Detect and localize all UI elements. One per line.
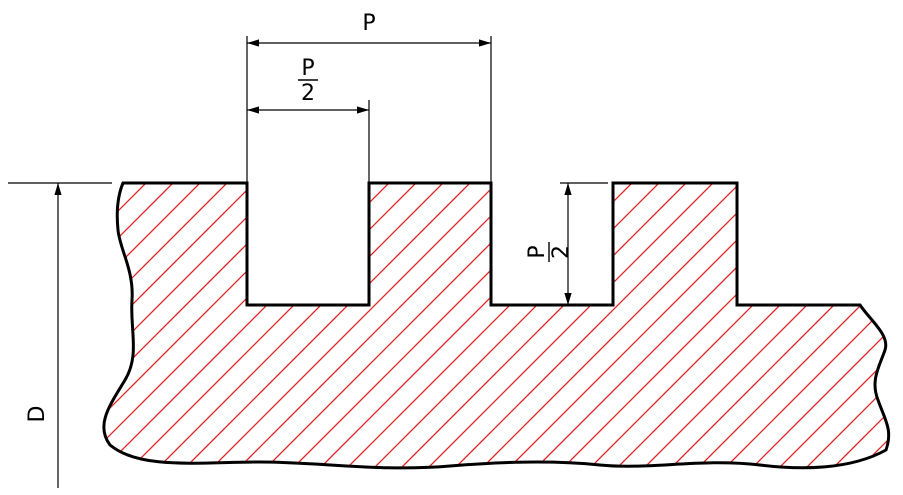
hatch-line (125, 183, 477, 468)
hatch-line (665, 183, 889, 468)
pitch-label: P (362, 11, 375, 36)
hatch-line (103, 183, 261, 468)
hatch-line (800, 183, 889, 468)
hatch-line (103, 183, 315, 468)
hatch-line (103, 183, 234, 468)
hatch-line (746, 183, 889, 468)
hatch-line (0, 150, 71, 495)
hatch-line (103, 183, 207, 468)
depth-denominator: 2 (549, 245, 574, 259)
hatch-line (395, 183, 747, 468)
section-hatching (0, 150, 889, 495)
hatch-line (422, 183, 774, 468)
hatch-line (103, 183, 450, 468)
hatch-line (206, 183, 558, 468)
hatch-line (103, 183, 396, 468)
diameter-dimension: D (25, 183, 62, 488)
hatch-line (449, 183, 801, 468)
hatch-line (827, 183, 889, 468)
hatch-line (557, 183, 889, 468)
hatch-line (179, 183, 531, 468)
hatch-line (260, 183, 612, 468)
hatch-line (287, 183, 639, 468)
depth-numerator: P (525, 245, 550, 258)
hatch-line (0, 150, 98, 495)
hatch-line (368, 183, 720, 468)
half-pitch-dimension: P 2 (247, 56, 369, 114)
hatch-line (103, 183, 288, 468)
hatch-line (773, 183, 889, 468)
hatch-line (341, 183, 693, 468)
hatch-line (719, 183, 889, 468)
hatch-line (584, 183, 889, 468)
depth-dimension: P 2 (525, 183, 574, 305)
half-pitch-denominator: 2 (301, 81, 315, 106)
hatch-line (103, 183, 126, 468)
hatch-line (103, 183, 180, 468)
hatch-line (0, 150, 44, 495)
hatch-line (503, 183, 855, 468)
pitch-dimension: P (247, 11, 491, 47)
hatch-line (692, 183, 889, 468)
hatch-line (103, 183, 369, 468)
hatch-line (638, 183, 889, 468)
hatch-line (530, 183, 882, 468)
diameter-label: D (25, 406, 50, 423)
hatch-line (476, 183, 828, 468)
hatch-line (233, 183, 585, 468)
hatch-line (152, 183, 504, 468)
hatch-line (0, 150, 17, 495)
hatch-line (611, 183, 889, 468)
thread-profile-outline (102, 181, 891, 470)
hatch-line (854, 183, 889, 468)
half-pitch-numerator: P (301, 56, 314, 81)
